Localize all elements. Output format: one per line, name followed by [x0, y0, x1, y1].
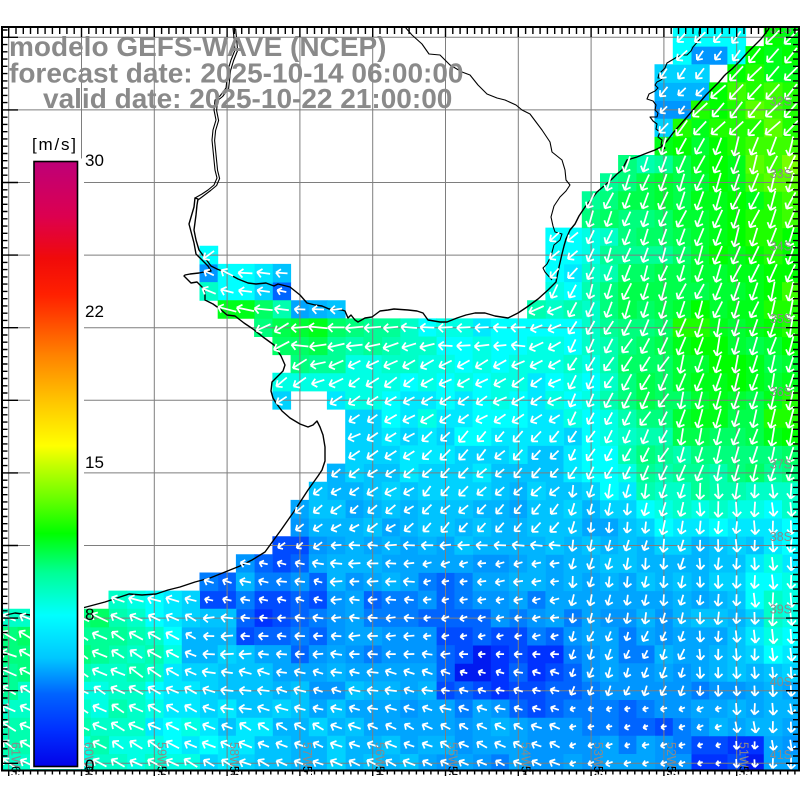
svg-text:32S: 32S — [770, 94, 792, 108]
svg-text:[m/s]: [m/s] — [32, 135, 78, 154]
svg-text:38S: 38S — [770, 530, 792, 544]
svg-text:modelo GEFS-WAVE (NCEP): modelo GEFS-WAVE (NCEP) — [9, 31, 387, 62]
svg-text:55W: 55W — [446, 742, 460, 768]
svg-text:33S: 33S — [770, 167, 792, 181]
svg-text:8: 8 — [85, 605, 94, 624]
svg-text:36S: 36S — [770, 385, 792, 399]
svg-text:41S: 41S — [770, 748, 792, 762]
svg-text:52W: 52W — [664, 742, 678, 768]
svg-text:57W: 57W — [300, 742, 314, 768]
svg-text:valid date: 2025-10-22 21:00:0: valid date: 2025-10-22 21:00:00 — [43, 83, 452, 114]
svg-text:37S: 37S — [770, 457, 792, 471]
svg-text:35S: 35S — [770, 312, 792, 326]
svg-text:60W: 60W — [82, 742, 96, 768]
svg-text:54W: 54W — [518, 742, 532, 768]
svg-text:forecast date: 2025-10-14 06:0: forecast date: 2025-10-14 06:00:00 — [9, 58, 463, 89]
svg-text:61W: 61W — [9, 742, 23, 768]
svg-text:51W: 51W — [737, 742, 751, 768]
svg-text:30: 30 — [85, 151, 104, 170]
svg-text:59W: 59W — [154, 742, 168, 768]
svg-text:40S: 40S — [770, 675, 792, 689]
svg-text:34S: 34S — [770, 240, 792, 254]
svg-text:22: 22 — [85, 302, 104, 321]
svg-text:39S: 39S — [770, 603, 792, 617]
svg-text:53W: 53W — [591, 742, 605, 768]
svg-text:15: 15 — [85, 453, 104, 472]
svg-text:56W: 56W — [373, 742, 387, 768]
svg-text:58W: 58W — [227, 742, 241, 768]
svg-text:0: 0 — [85, 756, 94, 775]
